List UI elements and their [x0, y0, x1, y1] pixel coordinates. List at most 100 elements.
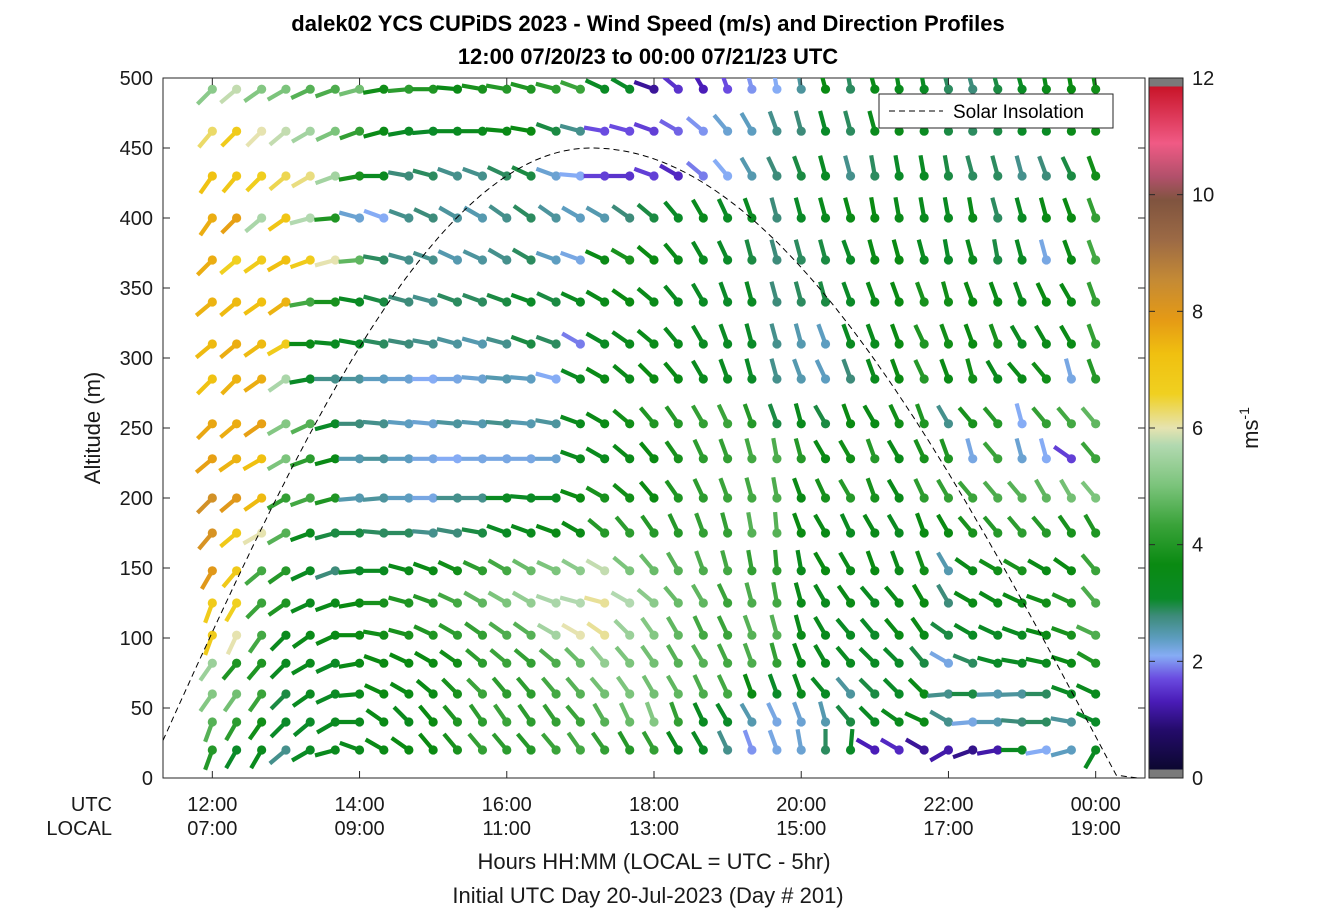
wind-barb-dot: [845, 297, 856, 307]
wind-barb-dot: [1041, 598, 1051, 608]
wind-barb-dot: [943, 598, 954, 608]
wind-barb: [692, 674, 708, 699]
wind-barb-dot: [379, 126, 389, 136]
wind-barb-dot: [723, 213, 733, 223]
wind-barb-dot: [993, 630, 1003, 640]
wind-barb-dot: [993, 454, 1003, 464]
wind-barb-dot: [575, 528, 585, 538]
wind-barb: [1056, 406, 1076, 429]
wind-barb-dot: [330, 658, 340, 668]
wind-barb: [1009, 324, 1027, 349]
wind-barb: [390, 736, 414, 755]
wind-barb-dot: [772, 255, 782, 265]
wind-barb: [835, 617, 856, 640]
wind-barb: [493, 703, 512, 727]
wind-barb: [436, 454, 463, 464]
wind-barb-dot: [305, 717, 315, 727]
wind-barb: [839, 513, 856, 538]
wind-barb: [744, 582, 757, 608]
wind-barb-dot: [649, 566, 659, 576]
wind-barb-dot: [305, 126, 315, 136]
wind-barb-dot: [379, 658, 389, 668]
wind-barb: [862, 404, 880, 429]
wind-barb-dot: [747, 717, 757, 727]
wind-barb-dot: [1041, 717, 1051, 727]
wind-barb-dot: [575, 493, 585, 503]
wind-barb: [464, 621, 488, 640]
wind-barb: [388, 208, 414, 223]
wind-barb: [1050, 745, 1076, 758]
wind-barb-dot: [747, 493, 757, 503]
wind-barb: [982, 480, 1003, 503]
wind-barb-dot: [477, 339, 488, 349]
wind-barb-dot: [894, 598, 904, 608]
wind-barb-dot: [649, 658, 659, 668]
wind-barb: [841, 323, 856, 349]
wind-barb: [1012, 281, 1027, 307]
wind-barb: [716, 615, 733, 640]
wind-barb-dot: [232, 745, 242, 755]
wind-barb-dot: [673, 374, 683, 384]
wind-barb-dot: [820, 745, 831, 755]
wind-barb: [939, 438, 954, 464]
wind-barb-dot: [796, 598, 806, 608]
wind-barb-dot: [845, 126, 856, 136]
wind-barb-dot: [232, 171, 242, 181]
wind-barb-dot: [354, 717, 365, 727]
wind-barb: [977, 624, 1003, 640]
wind-barb: [879, 737, 904, 755]
wind-barb: [242, 454, 267, 472]
wind-barb-dot: [330, 213, 340, 223]
wind-barb-dot: [526, 171, 536, 181]
wind-barb-dot: [747, 171, 757, 181]
wind-barb: [338, 374, 365, 384]
wind-barb-dot: [477, 419, 488, 429]
wind-barb: [290, 566, 315, 582]
wind-barb: [198, 658, 217, 682]
wind-barb-dot: [575, 630, 585, 640]
wind-barb-dot: [993, 339, 1003, 349]
wind-barb-dot: [281, 374, 291, 384]
wind-barb: [1086, 323, 1101, 349]
wind-barb: [965, 437, 978, 464]
wind-barb-dot: [919, 689, 929, 699]
wind-barb-dot: [428, 374, 438, 384]
wind-barb-dot: [281, 419, 291, 429]
wind-barb: [716, 403, 733, 429]
wind-barb: [913, 478, 929, 503]
wind-barb-dot: [943, 255, 954, 265]
wind-barb: [559, 488, 585, 503]
wind-barb: [841, 281, 856, 307]
wind-barb-dot: [526, 339, 536, 349]
wind-barb: [1025, 689, 1051, 699]
wind-barb: [266, 84, 291, 102]
wind-barb: [792, 477, 806, 503]
wind-barb-dot: [257, 126, 267, 136]
wind-barb: [339, 126, 365, 141]
wind-barb: [1014, 402, 1027, 429]
wind-barb: [820, 729, 831, 755]
wind-barb-dot: [477, 213, 488, 223]
wind-barb: [1041, 78, 1051, 94]
wind-barb: [220, 126, 242, 148]
wind-barb-dot: [452, 493, 463, 503]
wind-barb: [915, 403, 929, 429]
wind-barb: [742, 197, 757, 223]
colorbar-label: ms-1: [1236, 407, 1263, 449]
wind-barb-dot: [1041, 689, 1051, 699]
wind-barb: [952, 653, 978, 668]
wind-barb: [585, 558, 610, 576]
wind-barb: [665, 551, 683, 576]
wind-barb: [289, 374, 315, 385]
wind-barb-dot: [551, 339, 561, 349]
wind-barb: [1006, 515, 1027, 538]
wind-barb-dot: [404, 598, 414, 608]
wind-barb-dot: [232, 84, 242, 94]
wind-barb-dot: [305, 454, 315, 464]
x-tick-label-utc: 20:00: [776, 794, 826, 816]
wind-barb-dot: [698, 255, 708, 265]
wind-barb-dot: [796, 84, 806, 94]
wind-barb-dot: [993, 171, 1003, 181]
wind-barb: [1034, 478, 1051, 503]
wind-barb: [858, 646, 880, 668]
